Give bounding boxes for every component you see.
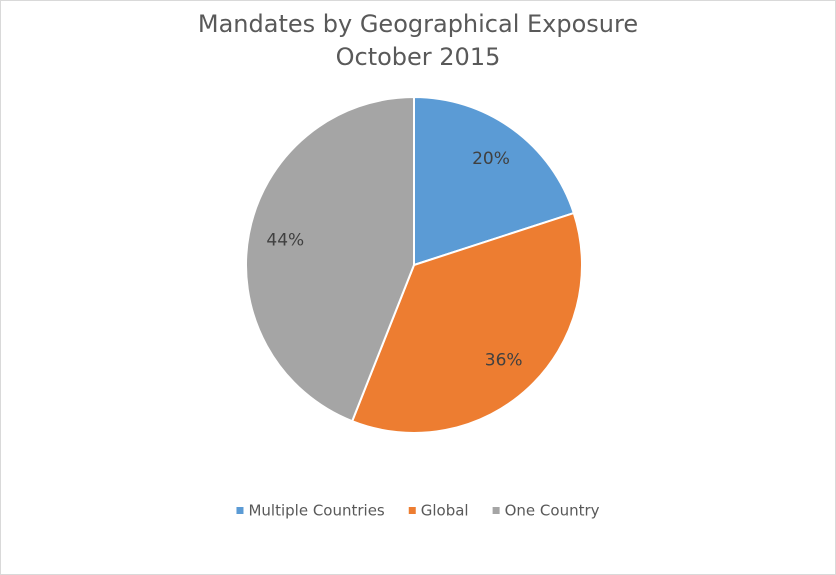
chart-title: Mandates by Geographical Exposure xyxy=(198,10,638,38)
legend: Multiple Countries Global One Country xyxy=(236,502,600,520)
legend-label: Multiple Countries xyxy=(248,502,384,520)
pie-slice xyxy=(413,95,576,267)
chart-subtitle: October 2015 xyxy=(336,43,501,71)
pie: 20% 36% 44% xyxy=(245,95,583,434)
value-label: 44% xyxy=(266,230,304,250)
pie-slice xyxy=(350,211,583,434)
value-label: 36% xyxy=(485,351,523,371)
value-label: 20% xyxy=(472,149,510,169)
legend-swatch xyxy=(236,507,244,514)
legend-swatch xyxy=(492,507,500,514)
legend-swatch xyxy=(408,507,416,514)
legend-label: One Country xyxy=(505,502,600,520)
pie-slice xyxy=(245,95,415,423)
legend-label: Global xyxy=(421,502,469,520)
